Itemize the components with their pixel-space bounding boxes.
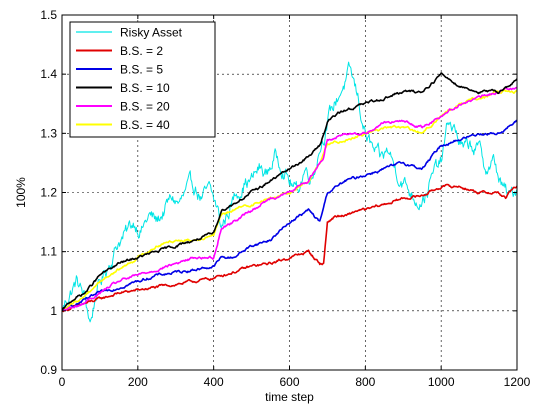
series-group [62, 61, 517, 323]
x-tick-label: 800 [355, 375, 375, 389]
x-tick-labels: 0 200 400 600 800 1000 1200 [59, 375, 531, 389]
axis-ticks [61, 14, 518, 371]
legend-entry: B.S. = 10 [120, 81, 170, 95]
legend-box [69, 21, 216, 138]
series-line [62, 119, 517, 311]
y-axis-label: 100% [14, 177, 28, 208]
y-tick-label: 1 [50, 304, 57, 318]
x-tick-label: 1200 [504, 375, 531, 389]
y-tick-label: 0.9 [40, 363, 57, 377]
legend: Risky Asset B.S. = 2 B.S. = 5 B.S. = 10 B.S.… [69, 21, 216, 138]
legend-entry: B.S. = 5 [120, 63, 163, 77]
legend-entry: B.S. = 20 [120, 100, 170, 114]
y-tick-label: 1.1 [40, 245, 57, 259]
y-tick-label: 1.3 [40, 126, 57, 140]
series-line [62, 183, 517, 313]
y-tick-label: 1.4 [40, 67, 57, 81]
y-tick-label: 1.2 [40, 186, 57, 200]
series-line [62, 72, 517, 311]
series-line [62, 61, 517, 323]
legend-entry: Risky Asset [120, 26, 183, 40]
x-tick-label: 0 [59, 375, 66, 389]
legend-entry: B.S. = 2 [120, 44, 163, 58]
series-line [62, 86, 517, 311]
x-tick-label: 200 [128, 375, 148, 389]
y-tick-labels: 0.9 1 1.1 1.2 1.3 1.4 1.5 [40, 8, 57, 377]
y-tick-label: 1.5 [40, 8, 57, 22]
x-axis-label: time step [265, 390, 314, 404]
x-tick-label: 400 [204, 375, 224, 389]
legend-entry: B.S. = 40 [120, 118, 170, 132]
x-tick-label: 1000 [428, 375, 455, 389]
x-tick-label: 600 [279, 375, 299, 389]
